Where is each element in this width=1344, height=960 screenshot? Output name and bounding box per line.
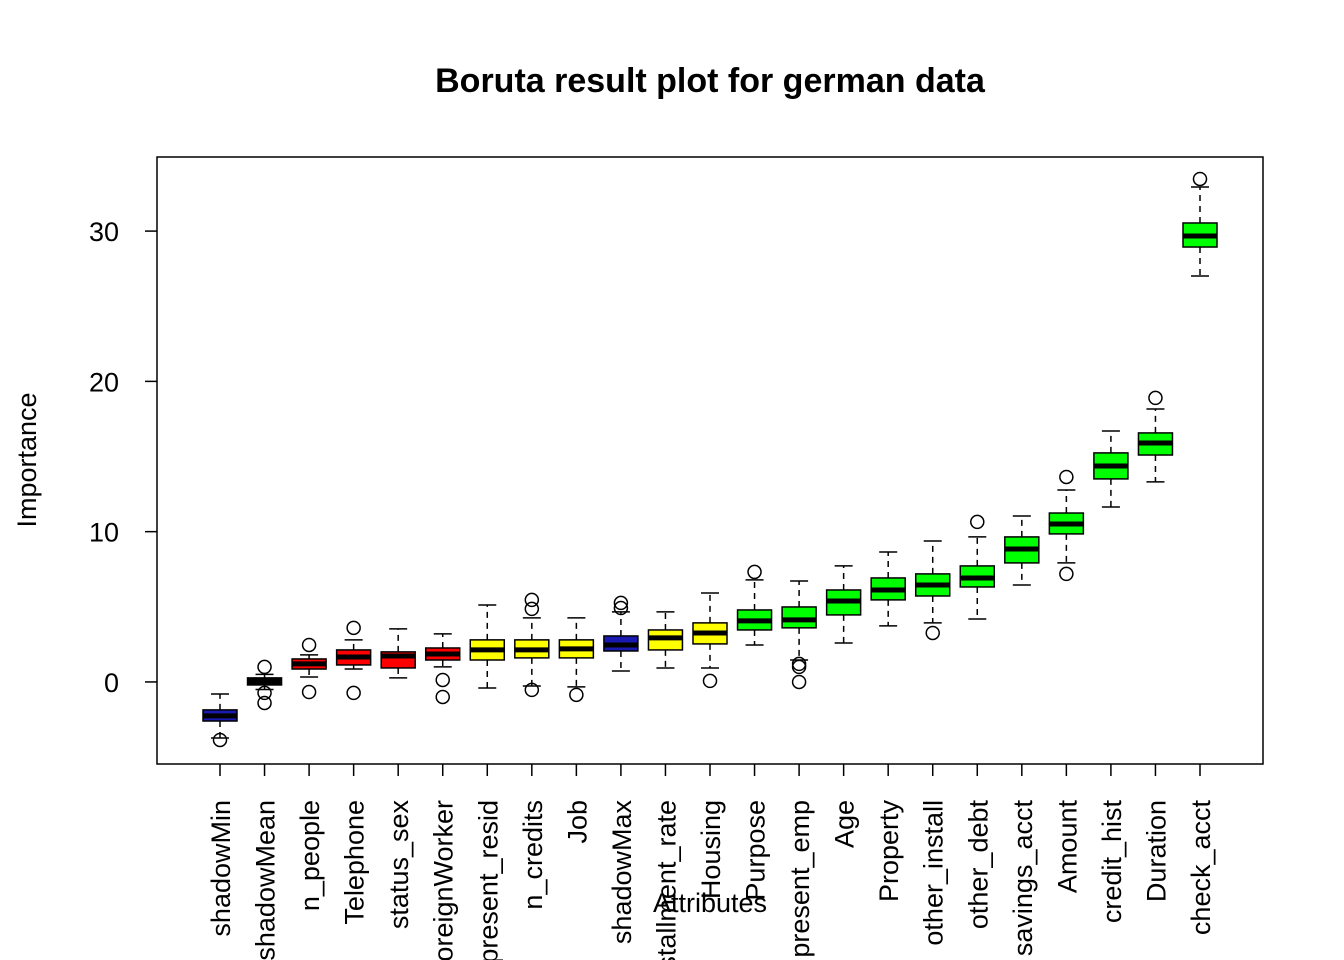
outlier	[435, 672, 450, 688]
outlier	[524, 682, 540, 698]
x-axis-label: Attributes	[653, 888, 767, 918]
x-tick-label: present_resid	[473, 800, 503, 960]
x-tick-label: n_credits	[518, 800, 548, 910]
x-tick-label: credit_hist	[1097, 800, 1127, 924]
outlier	[257, 685, 272, 701]
outlier	[301, 637, 317, 653]
x-tick-label: Telephone	[340, 800, 370, 925]
x-tick-label: status_sex	[384, 800, 414, 930]
y-tick-label: 30	[89, 217, 119, 247]
x-tick-label: Age	[830, 800, 860, 848]
x-tick-label: shadowMin	[206, 800, 236, 937]
y-tick-label: 0	[104, 668, 119, 698]
outlier	[1192, 171, 1208, 187]
outlier	[1059, 566, 1074, 582]
x-tick-label: check_acct	[1186, 800, 1216, 936]
chart-title: Boruta result plot for german data	[435, 62, 986, 100]
outlier	[791, 659, 807, 675]
x-tick-label: shadowMax	[607, 800, 637, 945]
x-tick-label: other_debt	[963, 800, 993, 930]
x-tick-label: Duration	[1141, 800, 1171, 902]
outlier	[346, 620, 361, 636]
x-tick-label: foreignWorker	[429, 800, 459, 960]
outlier	[524, 601, 540, 617]
outlier	[569, 687, 584, 703]
x-tick-label: installment_rate	[651, 800, 681, 960]
outlier	[435, 689, 450, 705]
outlier	[301, 684, 317, 700]
outlier	[702, 673, 718, 689]
outlier	[1059, 469, 1074, 485]
outlier	[925, 625, 940, 641]
outlier	[970, 514, 985, 530]
outlier	[212, 732, 228, 748]
outlier	[613, 595, 629, 611]
outlier	[257, 695, 272, 711]
outlier	[257, 659, 272, 675]
x-tick-label: present_emp	[785, 800, 815, 958]
x-tick-label: other_install	[919, 800, 949, 946]
x-tick-label: Property	[874, 800, 904, 903]
y-tick-label: 10	[89, 518, 119, 548]
y-axis-label: Importance	[12, 392, 42, 527]
x-tick-label: n_people	[295, 800, 325, 911]
x-tick-label: savings_acct	[1008, 800, 1038, 957]
outlier	[747, 564, 762, 580]
outlier	[346, 685, 361, 701]
outlier	[791, 674, 807, 690]
y-tick-label: 20	[89, 367, 119, 397]
x-tick-label: shadowMean	[251, 800, 281, 960]
outlier	[613, 600, 629, 616]
x-tick-label: Purpose	[741, 800, 771, 901]
x-tick-label: Job	[562, 800, 592, 844]
x-tick-label: Amount	[1052, 800, 1082, 894]
outlier	[524, 592, 540, 608]
x-tick-label: Housing	[696, 800, 726, 899]
outlier	[1148, 390, 1163, 406]
